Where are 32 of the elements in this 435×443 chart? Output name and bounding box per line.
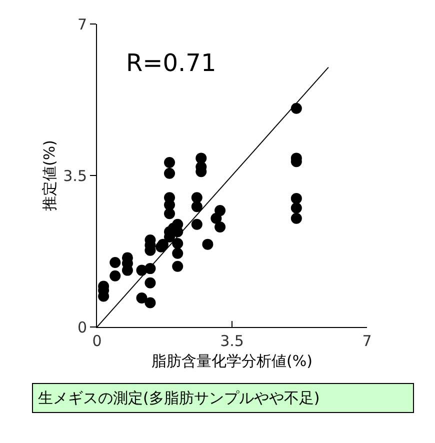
- point: [164, 208, 176, 220]
- point: [110, 257, 121, 268]
- point: [290, 202, 302, 214]
- point: [290, 192, 302, 204]
- annotation: R=0.71: [126, 49, 216, 77]
- point: [164, 168, 176, 179]
- y-axis-title: 推定値(%): [40, 140, 58, 211]
- x-tick-label: 3.5: [220, 332, 244, 350]
- point: [290, 102, 302, 114]
- point: [172, 238, 184, 249]
- point: [136, 292, 148, 304]
- point: [172, 260, 184, 272]
- point: [214, 222, 226, 233]
- point: [144, 297, 156, 308]
- point: [191, 218, 202, 230]
- point: [144, 277, 156, 288]
- x-axis-title: 脂肪含量化学分析値(%): [152, 352, 312, 370]
- point: [164, 157, 176, 168]
- x-tick-label: 0: [92, 332, 102, 350]
- y-tick-label: 0: [77, 318, 87, 336]
- y-tick-label: 7: [77, 15, 87, 34]
- point: [191, 192, 202, 204]
- point: [290, 212, 302, 224]
- point: [156, 241, 167, 252]
- point: [210, 212, 222, 224]
- point: [172, 248, 184, 259]
- x-tick-label: 7: [362, 332, 372, 350]
- point: [110, 270, 121, 282]
- y-tick-label: 3.5: [63, 166, 87, 185]
- text: 生メギスの測定(多脂肪サンプルやや不足): [38, 389, 320, 407]
- point: [191, 201, 202, 212]
- point: [202, 238, 214, 250]
